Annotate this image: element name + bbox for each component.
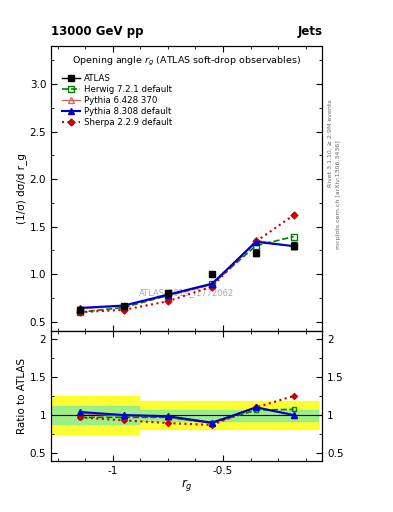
Herwig 7.2.1 default — [210, 281, 215, 287]
Text: 13000 GeV pp: 13000 GeV pp — [51, 26, 143, 38]
Pythia 8.308 default — [210, 281, 215, 287]
Pythia 6.428 370 — [291, 243, 296, 249]
Sherpa 2.2.9 default — [165, 298, 170, 304]
Y-axis label: (1/σ) dσ/d r_g: (1/σ) dσ/d r_g — [16, 153, 27, 224]
Pythia 8.308 default — [121, 303, 126, 309]
Herwig 7.2.1 default — [291, 233, 296, 240]
Sherpa 2.2.9 default — [121, 307, 126, 313]
Text: Jets: Jets — [297, 26, 322, 38]
Herwig 7.2.1 default — [254, 243, 259, 249]
Pythia 6.428 370 — [77, 306, 82, 312]
Text: Rivet 3.1.10, ≥ 2.9M events: Rivet 3.1.10, ≥ 2.9M events — [328, 99, 333, 187]
Pythia 8.308 default — [77, 305, 82, 311]
Text: ATLAS_2019_I1772062: ATLAS_2019_I1772062 — [139, 288, 234, 297]
Pythia 6.428 370 — [165, 292, 170, 298]
Herwig 7.2.1 default — [121, 304, 126, 310]
Sherpa 2.2.9 default — [77, 309, 82, 315]
Herwig 7.2.1 default — [77, 309, 82, 315]
Legend: ATLAS, Herwig 7.2.1 default, Pythia 6.428 370, Pythia 8.308 default, Sherpa 2.2.: ATLAS, Herwig 7.2.1 default, Pythia 6.42… — [58, 70, 176, 131]
Sherpa 2.2.9 default — [210, 284, 215, 290]
Pythia 8.308 default — [291, 243, 296, 249]
Herwig 7.2.1 default — [165, 292, 170, 298]
Text: mcplots.cern.ch [arXiv:1306.3436]: mcplots.cern.ch [arXiv:1306.3436] — [336, 140, 341, 249]
Pythia 6.428 370 — [254, 238, 259, 244]
Y-axis label: Ratio to ATLAS: Ratio to ATLAS — [17, 358, 27, 434]
Pythia 6.428 370 — [121, 303, 126, 309]
Pythia 6.428 370 — [210, 282, 215, 288]
X-axis label: $r_g$: $r_g$ — [181, 477, 193, 493]
Line: Pythia 6.428 370: Pythia 6.428 370 — [77, 237, 297, 312]
Pythia 8.308 default — [254, 239, 259, 245]
Sherpa 2.2.9 default — [291, 212, 296, 218]
Text: Opening angle $r_g$ (ATLAS soft-drop observables): Opening angle $r_g$ (ATLAS soft-drop obs… — [72, 55, 301, 68]
Line: Pythia 8.308 default: Pythia 8.308 default — [77, 239, 297, 311]
Line: Herwig 7.2.1 default: Herwig 7.2.1 default — [77, 234, 296, 315]
Line: Sherpa 2.2.9 default: Sherpa 2.2.9 default — [77, 213, 296, 314]
Sherpa 2.2.9 default — [254, 238, 259, 244]
Pythia 8.308 default — [165, 291, 170, 297]
